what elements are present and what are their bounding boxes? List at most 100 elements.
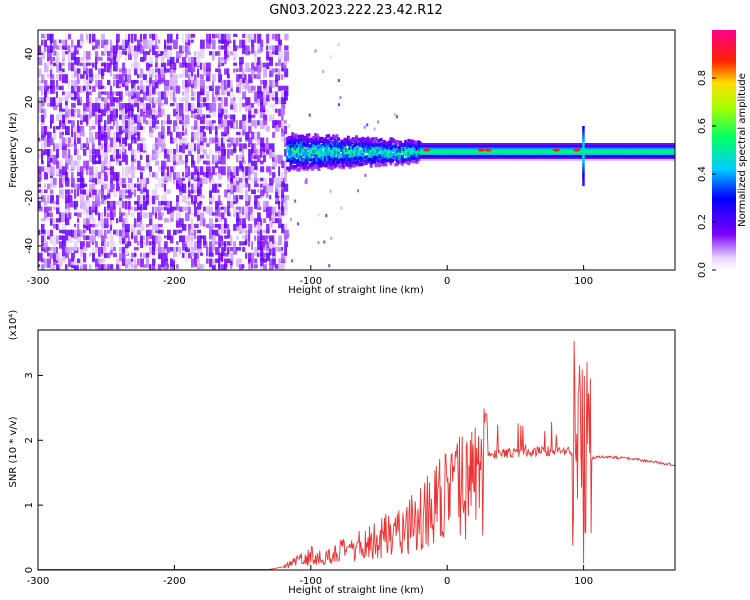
noise-cell — [257, 33, 262, 44]
noise-cell — [179, 74, 184, 78]
band-cell — [602, 158, 605, 161]
band-cell — [328, 144, 332, 148]
band-cell — [302, 142, 306, 146]
noise-cell — [278, 120, 283, 128]
band-cell — [654, 145, 657, 148]
noise-cell — [245, 45, 250, 56]
band-cell — [428, 152, 431, 155]
noise-cell — [203, 206, 206, 212]
band-cell — [585, 150, 588, 154]
noise-cell — [137, 160, 141, 170]
noise-cell — [146, 252, 150, 258]
band-cell — [560, 146, 563, 150]
noise-cell — [275, 74, 278, 83]
noise-cell — [242, 270, 247, 276]
noise-cell — [212, 103, 217, 112]
noise-cell — [248, 183, 251, 192]
band-cell — [640, 143, 644, 146]
noise-cell — [41, 149, 45, 156]
noise-cell — [284, 223, 288, 230]
band-cell — [305, 160, 309, 164]
noise-cell — [233, 97, 236, 102]
noise-cell — [158, 45, 161, 55]
noise-cell — [170, 247, 175, 252]
noise-cell — [104, 97, 109, 105]
noise-cell — [113, 252, 117, 258]
band-cell — [471, 148, 475, 152]
noise-cell — [272, 264, 277, 268]
noise-cell — [215, 33, 220, 39]
band-cell — [586, 154, 589, 157]
noise-cell — [197, 212, 200, 221]
band-cell — [312, 145, 316, 149]
noise-cell — [86, 195, 89, 201]
noise-cell — [158, 177, 161, 188]
noise-cell — [50, 166, 55, 176]
noise-cell — [251, 68, 255, 79]
band-cell — [445, 152, 449, 155]
band-cell — [371, 152, 375, 157]
band-cell — [531, 148, 535, 152]
band-cell — [620, 156, 623, 159]
noise-cell — [98, 74, 101, 79]
noise-cell — [80, 258, 83, 267]
band-cell — [426, 143, 429, 146]
noise-cell — [281, 131, 286, 137]
noise-cell — [122, 247, 127, 254]
noise-cell — [155, 97, 159, 105]
band-cell — [579, 154, 582, 157]
band-cell — [627, 158, 630, 161]
noise-cell — [134, 97, 139, 104]
noise-cell — [275, 177, 280, 187]
band-cell — [309, 139, 313, 143]
noise-cell — [218, 97, 222, 101]
band-cell — [606, 156, 610, 159]
band-cell — [379, 147, 383, 151]
band-cell — [486, 152, 490, 155]
band-cell — [340, 163, 344, 167]
noise-cell — [50, 218, 53, 226]
noise-cell — [209, 183, 212, 191]
band-cell — [510, 154, 513, 157]
band-cell — [646, 146, 649, 150]
band-cell — [428, 156, 431, 159]
noise-cell — [152, 120, 156, 128]
noise-cell — [137, 183, 142, 192]
noise-cell — [254, 264, 258, 269]
noise-cell — [242, 103, 246, 107]
noise-cell — [266, 85, 270, 95]
band-cell — [463, 156, 466, 159]
noise-cell — [122, 212, 127, 216]
band-cell — [490, 143, 494, 146]
band-cell — [338, 144, 342, 149]
noise-cell — [257, 131, 261, 140]
band-cell — [601, 154, 604, 157]
band-cell — [576, 146, 580, 150]
band-cell — [417, 154, 421, 158]
band-cell — [589, 152, 592, 155]
noise-cell — [182, 270, 185, 274]
band-cell — [345, 161, 349, 165]
band-cell — [494, 158, 498, 161]
noise-cell — [86, 103, 91, 112]
band-cell — [338, 165, 342, 169]
noise-cell — [65, 252, 69, 259]
band-cell — [482, 143, 485, 146]
noise-cell — [92, 120, 97, 126]
band-cell — [443, 156, 446, 159]
noise-cell — [170, 85, 173, 90]
noise-cell — [74, 160, 79, 166]
noise-cell — [188, 189, 191, 197]
band-cell — [454, 148, 457, 152]
noise-cell — [41, 137, 46, 141]
band-cell — [559, 152, 562, 155]
band-cell — [469, 150, 472, 154]
band-cell — [574, 158, 577, 161]
band-cell — [583, 150, 586, 154]
noise-cell — [92, 218, 96, 224]
noise-cell — [182, 195, 187, 203]
noise-cell — [152, 247, 156, 255]
noise-cell — [95, 62, 98, 70]
noise-cell — [41, 108, 45, 114]
noise-cell — [185, 45, 189, 53]
